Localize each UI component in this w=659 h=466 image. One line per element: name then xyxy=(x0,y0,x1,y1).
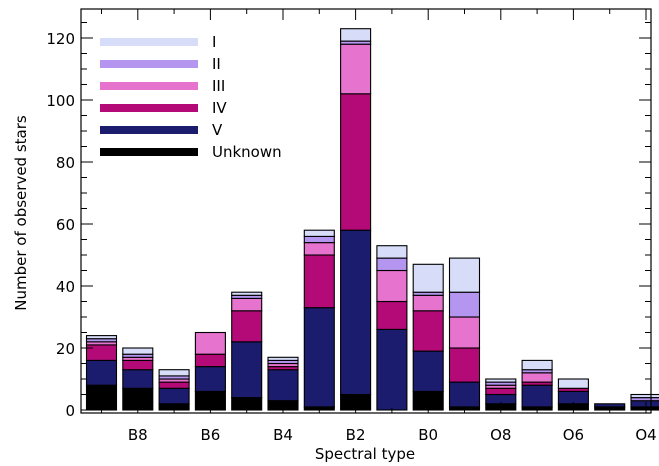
bar-segment-v-9 xyxy=(412,350,444,392)
plot-frame xyxy=(80,8,652,414)
x-tick-label: B2 xyxy=(346,426,366,444)
bar-segment-iv-4 xyxy=(231,310,263,343)
bar-segment-v-1 xyxy=(122,369,154,389)
bar-segment-v-6 xyxy=(303,307,335,408)
bar-segment-i-12 xyxy=(521,359,553,371)
legend-label-v: V xyxy=(212,121,223,139)
legend-label-ii: II xyxy=(212,55,221,73)
bar-segment-iii-9 xyxy=(412,294,444,312)
bar-segment-ii-8 xyxy=(376,257,408,272)
bar-segment-v-0 xyxy=(85,359,118,386)
plot-border xyxy=(80,8,652,414)
bar-segment-v-14 xyxy=(594,403,626,408)
bar-segment-v-7 xyxy=(340,229,372,396)
legend-label-iv: IV xyxy=(212,99,227,117)
y-tick-label: 100 xyxy=(46,92,75,110)
bar-segment-i-7 xyxy=(340,28,372,42)
bar-segment-i-9 xyxy=(412,263,444,293)
y-axis-title: Number of observed stars xyxy=(12,115,30,311)
y-tick-label: 20 xyxy=(56,340,75,358)
bar-segment-iii-8 xyxy=(376,269,408,303)
bar-segment-i-11 xyxy=(485,378,517,383)
bar-segment-v-3 xyxy=(194,366,226,392)
bar-segment-iii-12 xyxy=(521,372,553,383)
bar-segment-v-12 xyxy=(521,384,553,408)
bar-segment-iv-9 xyxy=(412,310,444,352)
bar-segment-iv-0 xyxy=(85,344,118,361)
bar-segment-v-15 xyxy=(630,400,659,408)
y-tick-label: 120 xyxy=(46,30,75,48)
bar-segment-i-2 xyxy=(158,369,190,377)
legend-label-i: I xyxy=(212,33,216,51)
bar-segment-ii-6 xyxy=(303,235,335,244)
bar-segment-unknown-0 xyxy=(85,384,118,411)
bar-segment-iv-3 xyxy=(194,353,226,368)
y-tick-label: 60 xyxy=(56,216,75,234)
x-tick-label: B4 xyxy=(273,426,293,444)
bar-segment-i-4 xyxy=(231,291,263,296)
bar-segment-ii-10 xyxy=(448,291,481,318)
x-tick-label: O4 xyxy=(635,426,656,444)
bar-segment-iii-7 xyxy=(340,43,372,95)
bar-segment-iii-4 xyxy=(231,297,263,312)
bar-segment-iv-6 xyxy=(303,254,335,309)
bar-segment-v-13 xyxy=(557,390,589,405)
y-tick-label: 80 xyxy=(56,154,75,172)
bar-segment-iii-6 xyxy=(303,242,335,256)
x-axis: B8 B6 B4 B2 B0 O8 O6 O4 xyxy=(101,9,657,444)
bar-segment-i-5 xyxy=(267,356,299,361)
bar-segment-v-2 xyxy=(158,387,190,405)
bar-segment-v-4 xyxy=(231,341,263,399)
legend-label-unknown: Unknown xyxy=(212,143,282,161)
x-axis-title: Spectral type xyxy=(315,445,415,463)
bar-segment-i-1 xyxy=(122,347,154,355)
bar-segment-v-5 xyxy=(267,369,299,402)
x-tick-label: B8 xyxy=(128,426,148,444)
y-tick-label: 0 xyxy=(65,402,75,420)
bar-segment-iv-11 xyxy=(485,387,517,396)
bar-segment-iv-7 xyxy=(340,93,372,231)
x-tick-label: B6 xyxy=(200,426,220,444)
bar-segment-v-8 xyxy=(376,328,408,411)
x-tick-label: B0 xyxy=(418,426,438,444)
bar-segment-v-10 xyxy=(448,381,481,408)
bar-segment-i-13 xyxy=(557,378,589,389)
bar-segment-i-0 xyxy=(85,335,118,340)
x-tick-label: O6 xyxy=(563,426,584,444)
legend-label-iii: III xyxy=(212,77,225,95)
bar-segment-i-10 xyxy=(448,257,481,293)
bar-segment-iii-10 xyxy=(448,316,481,349)
bar-segment-iv-8 xyxy=(376,300,408,330)
bar-segment-i-6 xyxy=(303,229,335,237)
bar-segment-iii-3 xyxy=(194,331,226,355)
y-tick-label: 40 xyxy=(56,278,75,296)
bars-layer xyxy=(85,28,659,411)
bar-segment-i-8 xyxy=(376,245,408,259)
y-axis: 0 20 40 60 80 100 120 xyxy=(46,22,651,420)
bar-segment-iv-2 xyxy=(158,381,190,389)
bar-segment-iv-10 xyxy=(448,347,481,383)
x-tick-label: O8 xyxy=(490,426,511,444)
bar-segment-iv-1 xyxy=(122,359,154,371)
